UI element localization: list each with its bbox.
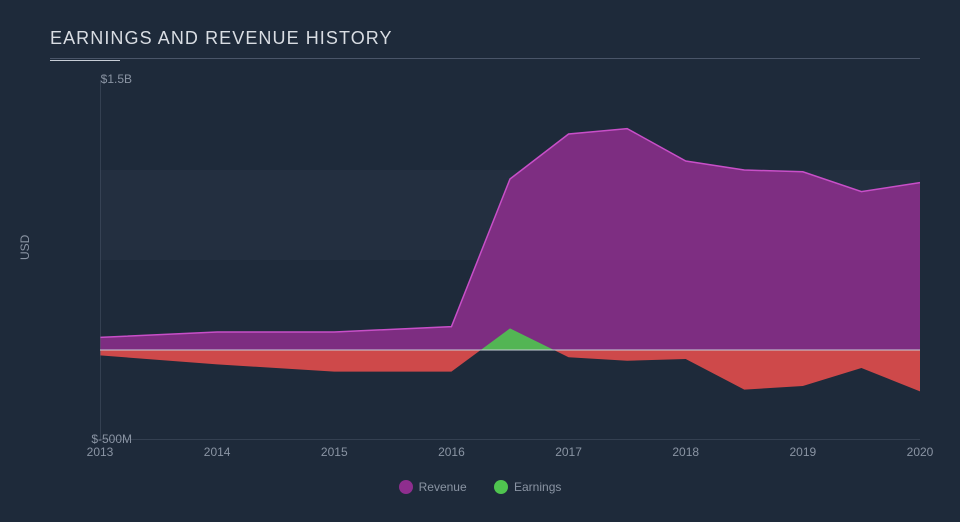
legend-label-revenue: Revenue bbox=[419, 480, 467, 494]
y-axis-label: USD bbox=[18, 235, 32, 260]
earnings-negative-area bbox=[100, 350, 920, 391]
legend-swatch-revenue bbox=[399, 480, 413, 494]
legend-item-revenue: Revenue bbox=[399, 480, 467, 494]
title-underline bbox=[50, 58, 920, 59]
y-tick-label: $-500M bbox=[72, 432, 132, 446]
chart-title: EARNINGS AND REVENUE HISTORY bbox=[50, 28, 393, 49]
legend: Revenue Earnings bbox=[0, 480, 960, 497]
x-tick-label: 2020 bbox=[907, 445, 934, 459]
legend-swatch-earnings bbox=[494, 480, 508, 494]
chart-svg bbox=[100, 80, 920, 440]
title-underline-accent bbox=[50, 60, 120, 61]
x-tick-label: 2018 bbox=[672, 445, 699, 459]
x-tick-label: 2014 bbox=[204, 445, 231, 459]
x-tick-label: 2017 bbox=[555, 445, 582, 459]
y-tick-label: $1.5B bbox=[72, 72, 132, 86]
x-tick-label: 2019 bbox=[789, 445, 816, 459]
legend-item-earnings: Earnings bbox=[494, 480, 561, 494]
legend-label-earnings: Earnings bbox=[514, 480, 561, 494]
x-tick-label: 2013 bbox=[87, 445, 114, 459]
chart-container: EARNINGS AND REVENUE HISTORY USD $1.5B $-… bbox=[0, 0, 960, 522]
x-tick-label: 2015 bbox=[321, 445, 348, 459]
x-tick-label: 2016 bbox=[438, 445, 465, 459]
